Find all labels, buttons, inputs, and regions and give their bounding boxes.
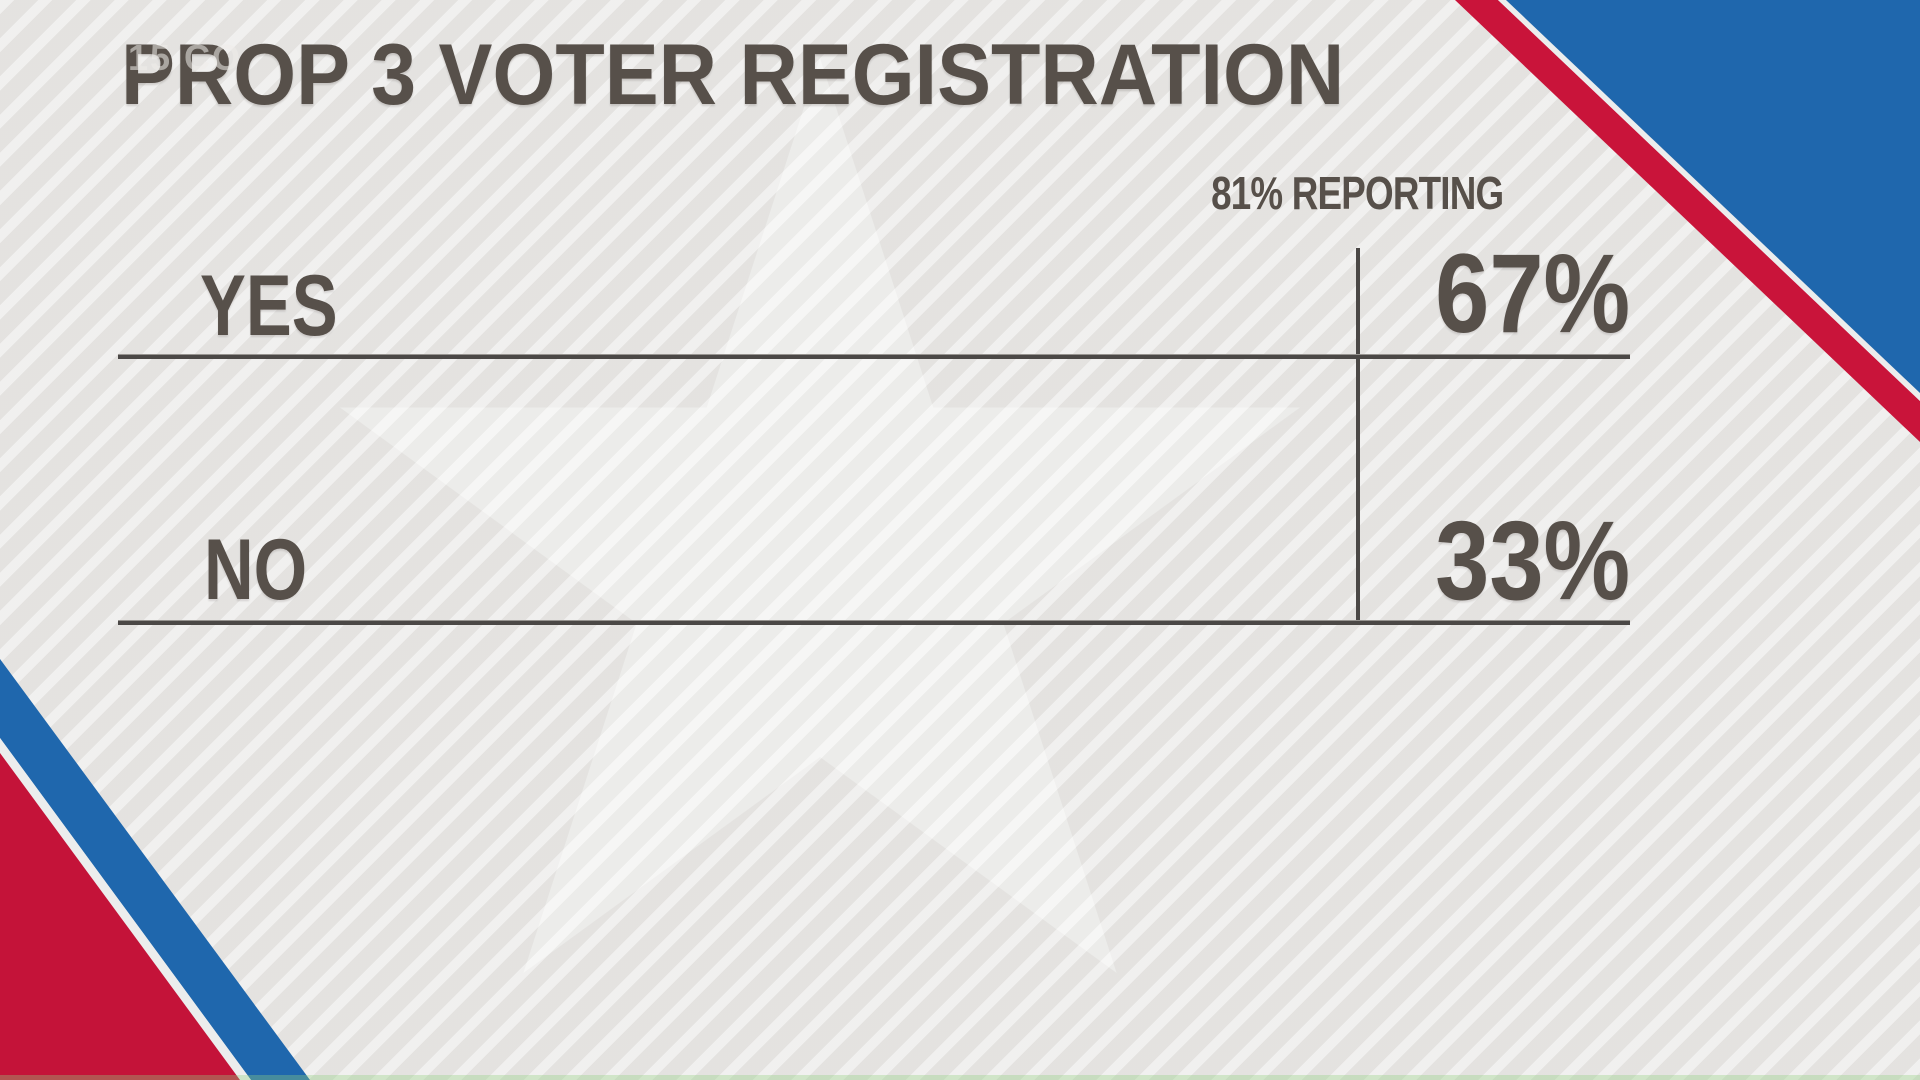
corner-white-gap bbox=[0, 738, 251, 1080]
corner-decoration-bottom-left bbox=[0, 659, 310, 1080]
bottom-edge-green-line bbox=[0, 1075, 1920, 1080]
corner-blue-stripe bbox=[0, 659, 310, 1080]
corner-red-triangle bbox=[0, 753, 240, 1080]
corner-decoration-top-right bbox=[1455, 0, 1920, 442]
ghost-transition-text: 15 CO bbox=[128, 37, 243, 78]
result-row-no-label: NO bbox=[204, 522, 308, 618]
corner-blue-triangle bbox=[1506, 0, 1920, 393]
result-row-no-underline bbox=[118, 620, 1630, 625]
corner-white-gap bbox=[1498, 0, 1920, 401]
result-row-yes-label: YES bbox=[200, 258, 338, 354]
page-title: PROP 3 VOTER REGISTRATION bbox=[121, 27, 1345, 123]
corner-red-stripe bbox=[1455, 0, 1920, 442]
reporting-status-label: 81% REPORTING bbox=[1210, 167, 1504, 219]
results-divider-vertical-line bbox=[1356, 248, 1360, 625]
result-row-no-percent: 33% bbox=[1434, 498, 1630, 623]
result-row-yes-percent: 67% bbox=[1434, 231, 1630, 356]
result-row-yes-underline bbox=[118, 354, 1630, 359]
